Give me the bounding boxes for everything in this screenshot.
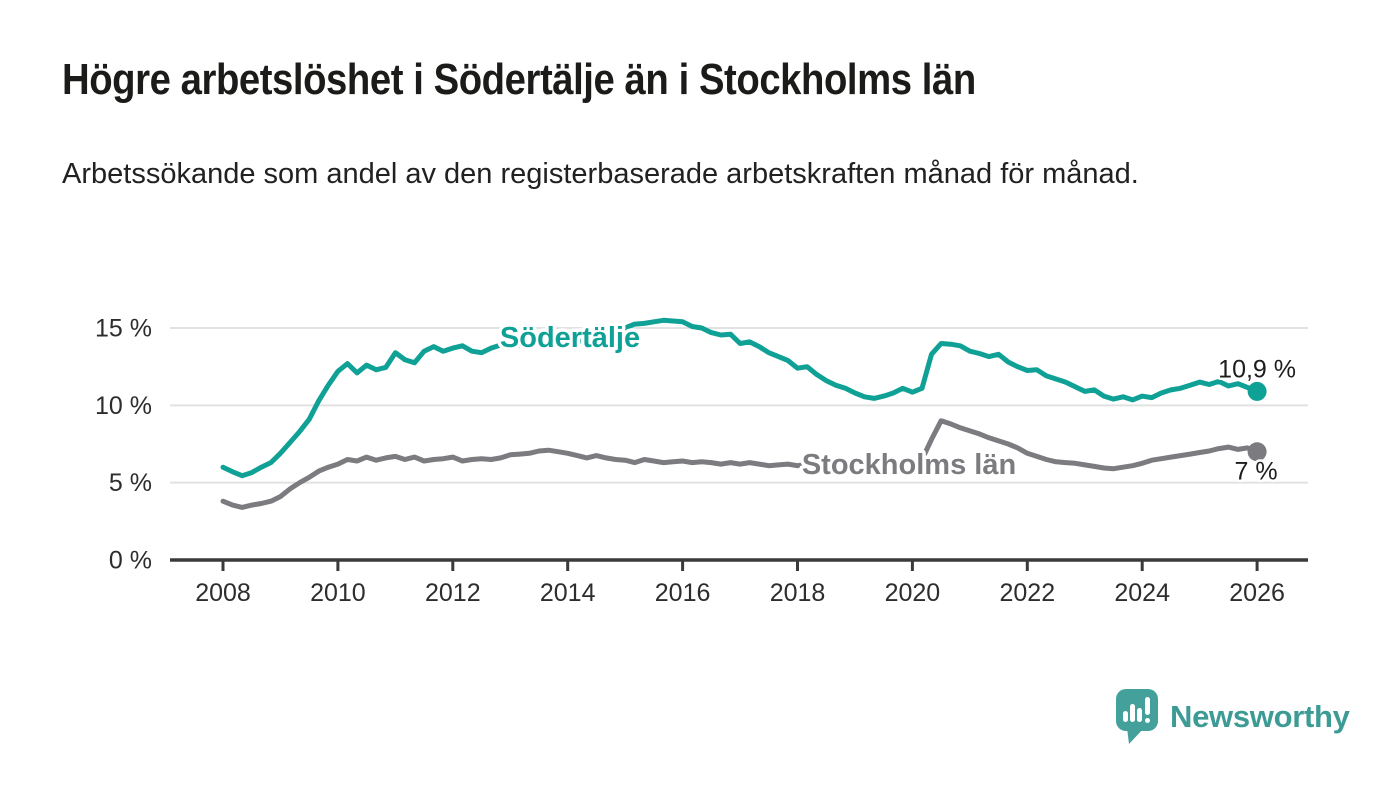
x-axis-label: 2020 — [885, 579, 941, 607]
newsworthy-logo: Newsworthy — [1115, 688, 1350, 745]
x-axis-label: 2026 — [1229, 579, 1285, 607]
y-axis-label: 15 % — [95, 314, 152, 342]
x-axis-label: 2012 — [425, 579, 481, 607]
series-label-sodertalje: Södertälje — [500, 322, 640, 354]
y-axis-label: 5 % — [109, 469, 152, 497]
x-axis-label: 2018 — [770, 579, 826, 607]
series-value-label-stockholms-lan: 7 % — [1235, 458, 1278, 486]
series-line-stockholms-lan — [220, 418, 1260, 510]
series-value-label-sodertalje: 10,9 % — [1218, 355, 1296, 383]
y-axis-label: 10 % — [95, 392, 152, 420]
series-end-dot-stockholms-lan — [1247, 442, 1267, 462]
bar-chart-speech-bubble-icon — [1116, 689, 1158, 744]
page-subtitle: Arbetssökande som andel av den registerb… — [62, 158, 1139, 190]
x-axis-label: 2024 — [1114, 579, 1170, 607]
series-end-dot-sodertalje — [1247, 381, 1267, 401]
x-axis-label: 2014 — [540, 579, 596, 607]
page-title: Högre arbetslöshet i Södertälje än i Sto… — [62, 55, 976, 104]
x-axis-label: 2022 — [999, 579, 1055, 607]
series-line-sodertalje — [220, 317, 1260, 479]
brand-name: Newsworthy — [1170, 698, 1350, 734]
x-axis-label: 2010 — [310, 579, 366, 607]
x-axis-label: 2016 — [655, 579, 711, 607]
x-axis-label: 2008 — [195, 579, 251, 607]
y-axis-label: 0 % — [109, 547, 152, 575]
series-label-stockholms-lan: Stockholms län — [802, 449, 1016, 481]
